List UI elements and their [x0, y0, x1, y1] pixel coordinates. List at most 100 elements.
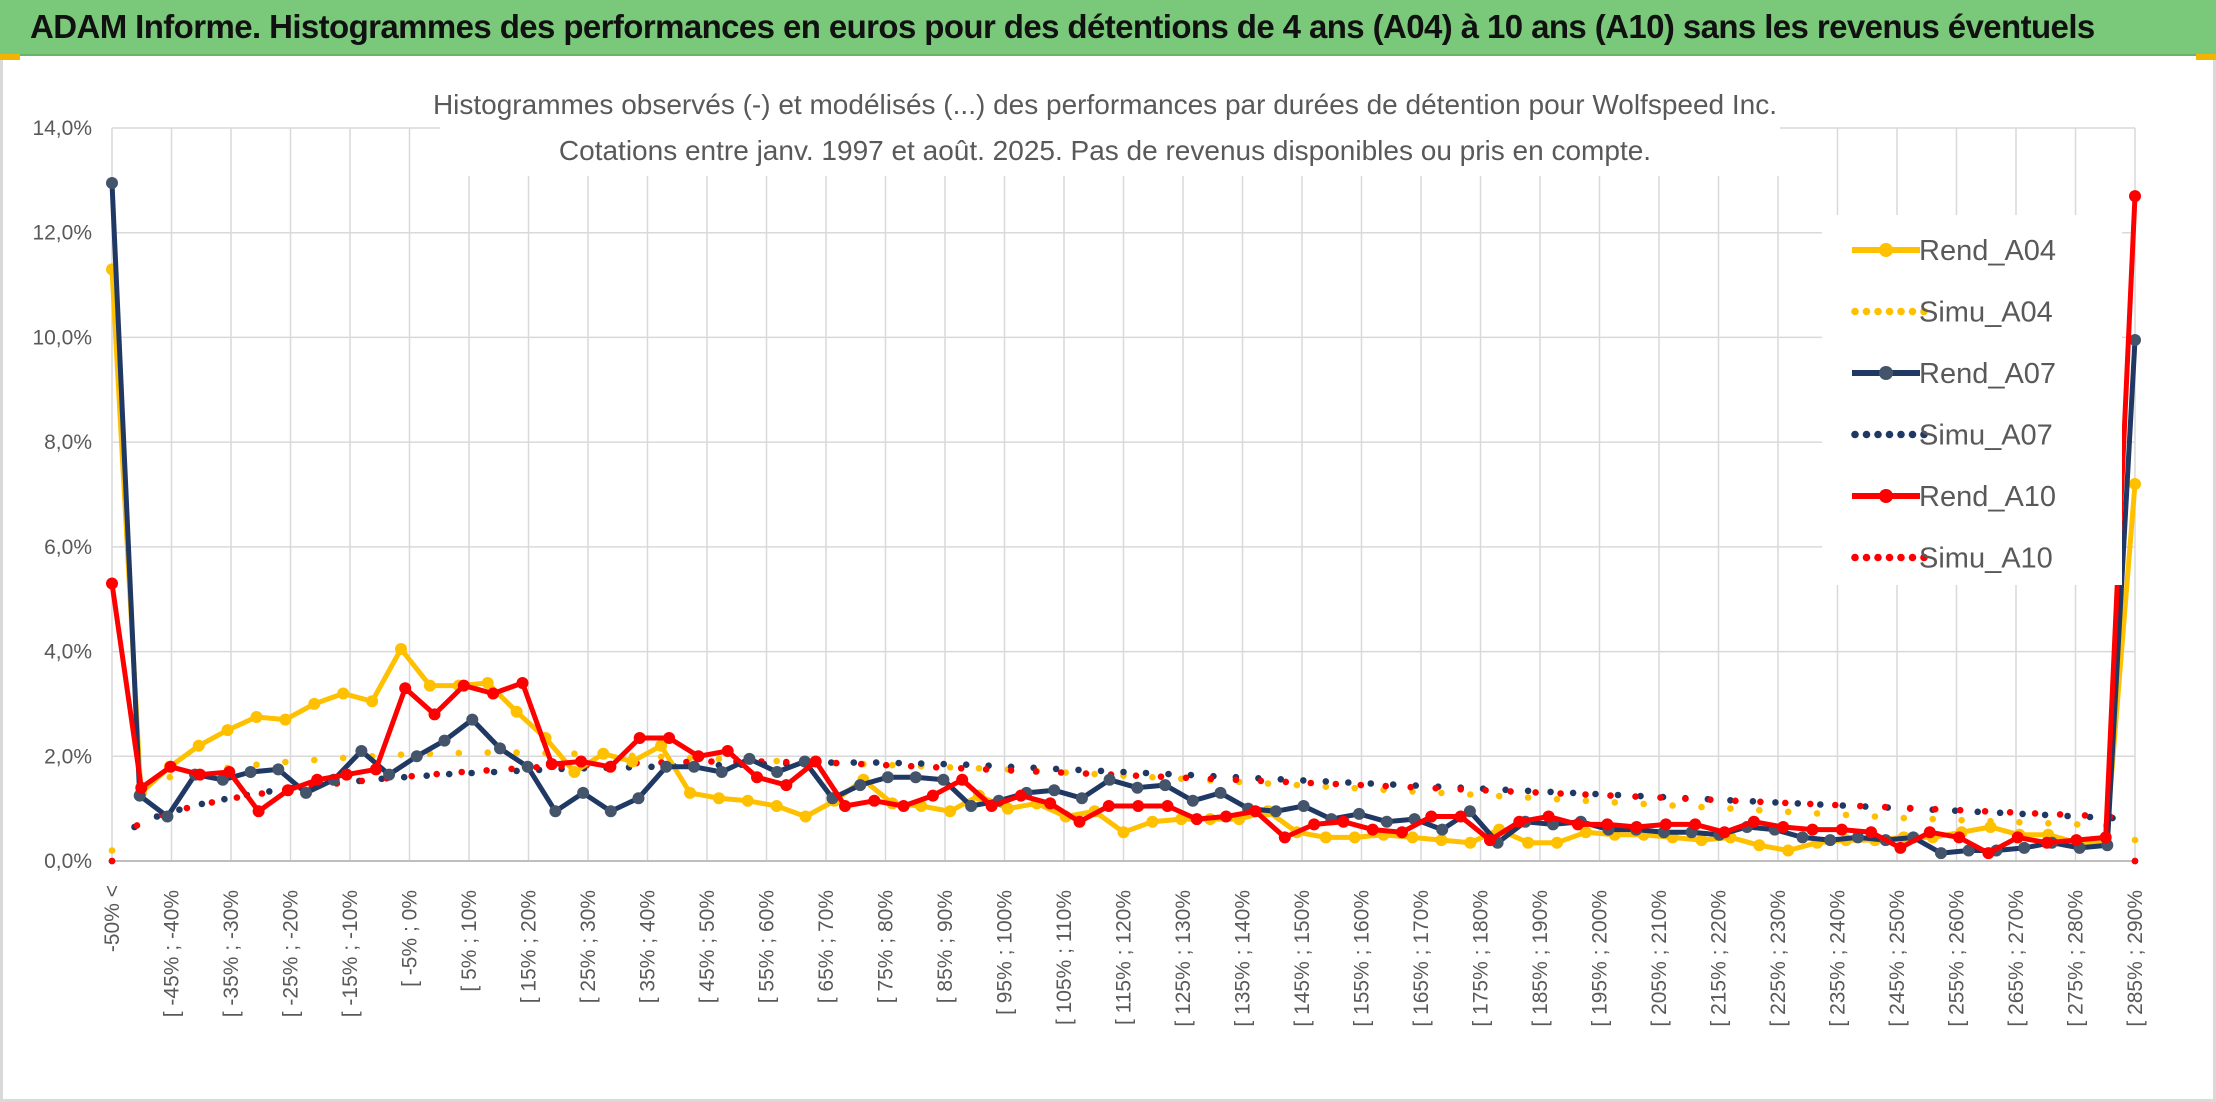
- data-point-rend_a07: [1353, 807, 1366, 820]
- data-point-rend_a04: [741, 794, 754, 807]
- data-point-simu_a04: [715, 755, 723, 763]
- y-tick-label: 0,0%: [44, 850, 92, 873]
- data-point-simu_a10: [1632, 793, 1639, 800]
- data-point-rend_a07: [1159, 779, 1172, 792]
- data-point-simu_a10: [1407, 783, 1414, 791]
- legend-background: [1822, 215, 2122, 585]
- data-point-simu_a10: [1657, 794, 1664, 801]
- data-point-simu_a04: [1553, 795, 1561, 803]
- chart-subtitle: Cotations entre janv. 1997 et août. 2025…: [559, 135, 1651, 166]
- data-point-simu_a07: [1097, 767, 1105, 775]
- data-point-rend_a10: [1806, 823, 1819, 836]
- data-point-rend_a04: [655, 739, 668, 752]
- y-axis-ticks: 0,0% 2,0% 4,0% 6,0% 8,0% 10,0% 12,0% 14,0%: [32, 117, 92, 873]
- data-point-simu_a07: [1996, 809, 2004, 817]
- data-point-simu_a10: [907, 762, 915, 770]
- legend-marker: [1920, 307, 1928, 316]
- data-point-simu_a04: [1582, 797, 1590, 805]
- x-tick-label: [ 195% ; 200%: [1589, 890, 1612, 1027]
- data-point-simu_a04: [975, 765, 983, 772]
- data-point-rend_a10: [106, 577, 118, 590]
- data-point-simu_a04: [1727, 805, 1734, 812]
- data-point-rend_a07: [1269, 805, 1282, 818]
- data-point-simu_a10: [358, 777, 366, 785]
- data-point-rend_a04: [250, 711, 263, 723]
- data-point-simu_a07: [872, 759, 880, 766]
- data-point-rend_a10: [1484, 834, 1496, 847]
- x-tick-label: [ 65% ; 70%: [815, 890, 838, 1003]
- data-point-rend_a07: [1851, 831, 1864, 844]
- data-point-simu_a04: [2045, 820, 2052, 827]
- data-point-rend_a10: [311, 773, 324, 786]
- data-point-rend_a04: [192, 739, 205, 752]
- data-point-simu_a10: [1682, 795, 1689, 802]
- data-point-simu_a10: [1057, 769, 1065, 776]
- data-point-rend_a07: [1824, 834, 1837, 847]
- y-tick-label: 8,0%: [44, 431, 92, 454]
- data-point-rend_a10: [1953, 831, 1966, 844]
- legend-marker: [1885, 430, 1894, 439]
- data-point-simu_a10: [2081, 812, 2089, 819]
- data-point-rend_a04: [279, 713, 292, 726]
- data-point-simu_a10: [1807, 800, 1814, 808]
- y-tick-label: 14,0%: [32, 117, 92, 140]
- data-point-simu_a10: [408, 772, 416, 780]
- data-point-rend_a07: [521, 760, 534, 773]
- x-tick-label: [ 165% ; 170%: [1410, 890, 1433, 1027]
- data-point-simu_a04: [1495, 792, 1503, 800]
- data-point-rend_a10: [545, 758, 558, 771]
- data-point-simu_a10: [1782, 799, 1789, 807]
- y-tick-label: 6,0%: [44, 536, 92, 559]
- data-point-rend_a04: [366, 695, 379, 708]
- data-point-simu_a07: [1052, 765, 1060, 773]
- data-point-simu_a07: [1569, 789, 1577, 797]
- data-point-rend_a04: [944, 805, 957, 818]
- legend-marker: [1897, 307, 1905, 316]
- x-tick-label: [ 235% ; 240%: [1827, 890, 1850, 1027]
- data-point-simu_a10: [1282, 778, 1290, 786]
- data-point-simu_a07: [1277, 776, 1285, 783]
- data-point-rend_a04: [626, 755, 639, 768]
- x-tick-label: [ 115% ; 120%: [1113, 890, 1136, 1025]
- data-point-rend_a10: [780, 779, 793, 792]
- data-point-rend_a10: [1542, 810, 1555, 823]
- data-point-rend_a10: [839, 800, 851, 812]
- data-point-simu_a07: [917, 760, 925, 767]
- data-point-simu_a07: [1862, 803, 1869, 810]
- data-point-simu_a10: [858, 760, 865, 768]
- data-point-simu_a07: [221, 795, 228, 803]
- legend-marker: [1897, 430, 1905, 439]
- data-point-rend_a04: [1406, 831, 1419, 844]
- data-point-simu_a10: [108, 857, 116, 865]
- legend-marker: [1862, 553, 1871, 562]
- x-axis-ticks: -50% < [ -45% ; -40% [ -35% ; -30% [ -25% ;…: [101, 885, 2147, 1027]
- data-point-rend_a07: [410, 750, 423, 763]
- data-point-rend_a07: [106, 177, 118, 189]
- chart-title-block: Histogrammes observés (-) et modélisés (…: [433, 82, 1780, 176]
- legend-label: Simu_A04: [1919, 297, 2053, 329]
- data-point-rend_a07: [1131, 781, 1144, 794]
- data-point-rend_a10: [1014, 789, 1027, 802]
- data-point-simu_a10: [2031, 810, 2039, 817]
- data-point-simu_a07: [490, 768, 498, 776]
- y-tick-label: 12,0%: [32, 222, 92, 245]
- y-tick-label: 10,0%: [32, 326, 92, 349]
- data-point-simu_a10: [982, 766, 990, 773]
- data-point-simu_a07: [1367, 780, 1375, 787]
- data-point-rend_a10: [1161, 800, 1174, 812]
- x-tick-label: [ 85% ; 90%: [934, 890, 957, 1003]
- data-point-rend_a10: [223, 766, 236, 778]
- data-point-simu_a07: [940, 760, 947, 768]
- data-point-simu_a10: [458, 768, 466, 776]
- data-point-rend_a07: [1297, 800, 1310, 812]
- data-point-simu_a04: [455, 749, 463, 757]
- data-point-simu_a10: [1082, 770, 1090, 777]
- x-tick-label: [ 55% ; 60%: [756, 890, 779, 1003]
- data-point-simu_a04: [1813, 810, 1821, 817]
- data-point-rend_a10: [1278, 831, 1291, 844]
- data-point-simu_a04: [108, 847, 116, 854]
- legend-label: Rend_A04: [1919, 235, 2056, 267]
- data-point-rend_a07: [937, 773, 950, 786]
- data-point-rend_a07: [1796, 831, 1809, 844]
- data-point-simu_a10: [1332, 780, 1340, 788]
